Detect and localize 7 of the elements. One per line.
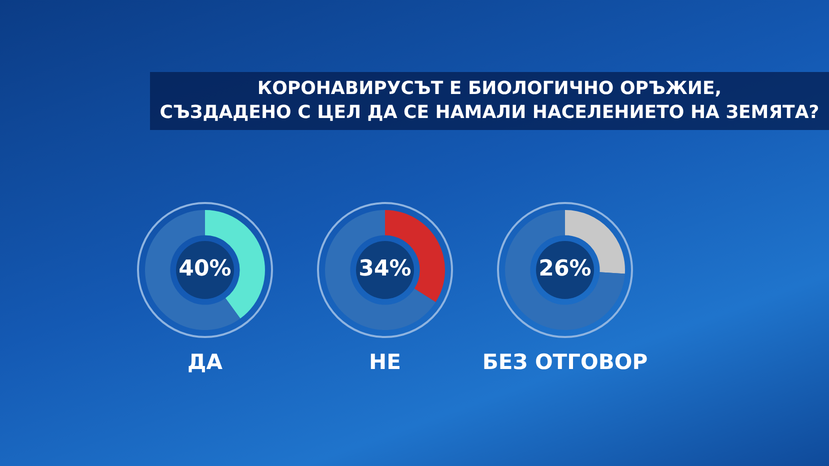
text: НЕ	[369, 350, 401, 374]
data-label: 40%	[178, 256, 232, 282]
data-label: 26%	[538, 256, 592, 282]
text: КОРОНАВИРУСЪТ Е БИОЛОГИЧНО ОРЪЖИЕ, СЪЗДАДЕНО С ЦЕЛ ДА СЕ НАМАЛИ НАСЕЛЕНИЕТО НА ЗЕМЯТА?	[160, 77, 820, 125]
text: ДА	[186, 350, 224, 374]
data-label: 34%	[358, 256, 412, 282]
text: БЕЗ ОТГОВОР	[481, 350, 649, 374]
